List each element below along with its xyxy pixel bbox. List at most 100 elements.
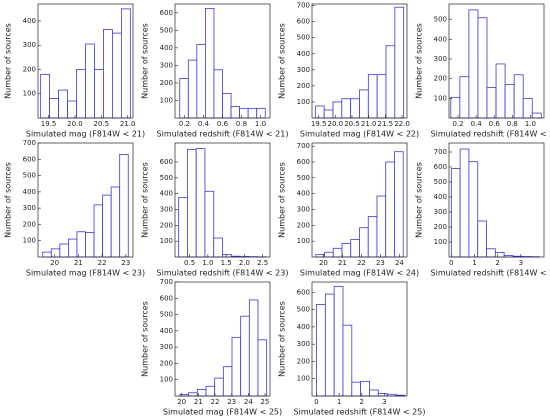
x-axis-label: Simulated mag (F814W < 22) <box>300 130 419 139</box>
bar <box>394 151 404 258</box>
bar <box>504 84 515 119</box>
y-tick-label: 700 <box>297 142 310 150</box>
x-tick-label: 22 <box>211 398 220 406</box>
bar <box>230 106 241 119</box>
y-tick-label: 300 <box>23 41 36 49</box>
plot-frame <box>37 3 134 119</box>
bar <box>459 148 470 258</box>
bar <box>213 69 223 119</box>
bar <box>85 232 95 258</box>
bar <box>385 161 395 258</box>
bar <box>477 220 487 258</box>
y-tick-label: 400 <box>160 44 173 52</box>
bar <box>477 17 488 119</box>
x-tick-label: 20 <box>177 398 186 406</box>
x-tick-label: 19.5 <box>41 120 57 128</box>
x-tick-label: 20.0 <box>328 120 344 128</box>
bar <box>222 254 232 258</box>
x-axis-label: Simulated mag (F814W < 24) <box>300 269 419 278</box>
bar <box>332 247 343 258</box>
bar <box>119 153 129 258</box>
x-tick-label: 25 <box>261 398 270 406</box>
x-tick-label: 22 <box>357 259 366 267</box>
bar <box>188 392 198 397</box>
bar <box>359 89 369 119</box>
y-tick-label: 600 <box>23 155 36 163</box>
y-tick-label: 100 <box>160 96 173 104</box>
bar <box>531 112 542 119</box>
y-tick-label: 300 <box>297 340 310 348</box>
bar <box>459 76 470 119</box>
x-tick-label: 0.5 <box>184 259 195 267</box>
y-tick-label: 400 <box>434 193 447 201</box>
y-tick-label: 300 <box>297 206 310 214</box>
plot-frame <box>311 3 408 119</box>
bar <box>68 238 78 258</box>
bar <box>178 197 188 258</box>
bar <box>76 231 86 258</box>
y-tick-label: 400 <box>297 50 310 58</box>
bar <box>42 251 52 258</box>
bar <box>110 186 121 258</box>
y-tick-label: 200 <box>297 357 310 365</box>
y-tick-label: 400 <box>434 35 447 43</box>
x-tick-label: 20 <box>50 259 59 267</box>
bar <box>102 194 112 258</box>
bar <box>85 43 95 119</box>
y-axis-label: Number of sources <box>4 23 13 99</box>
bar <box>204 7 215 119</box>
bar <box>323 109 334 119</box>
bar <box>222 366 233 397</box>
bar <box>49 98 59 119</box>
x-tick-label: 0.8 <box>236 120 247 128</box>
x-tick-label: 0.2 <box>452 120 463 128</box>
x-tick-label: 0.2 <box>179 120 190 128</box>
x-tick-label: 2 <box>360 398 364 406</box>
y-axis-label: Number of sources <box>415 23 424 99</box>
bar <box>341 243 352 258</box>
bar <box>120 8 131 119</box>
bar <box>369 389 379 397</box>
bar <box>468 9 479 119</box>
bar <box>495 63 506 119</box>
x-axis-label: Simulated mag (F814W < 23) <box>26 269 145 278</box>
y-tick-label: 700 <box>434 148 447 156</box>
y-tick-label: 100 <box>160 376 173 384</box>
plot-frame <box>448 142 545 258</box>
bar <box>486 87 497 119</box>
x-tick-label: 20.5 <box>344 120 360 128</box>
bar <box>341 98 352 119</box>
x-tick-label: 0 <box>449 259 453 267</box>
x-tick-label: 0.6 <box>217 120 229 128</box>
bar <box>257 339 268 397</box>
x-tick-label: 1 <box>472 259 476 267</box>
bar <box>94 69 104 119</box>
x-tick-label: 0.8 <box>507 120 518 128</box>
y-tick-label: 400 <box>23 17 36 25</box>
x-tick-label: 21.5 <box>378 120 394 128</box>
bar <box>103 29 113 119</box>
bar <box>222 93 232 119</box>
x-tick-label: 2.5 <box>257 259 268 267</box>
x-tick-label: 1 <box>337 398 341 406</box>
y-axis-label: Number of sources <box>4 162 13 238</box>
y-axis-label: Number of sources <box>278 301 287 377</box>
bar <box>248 299 259 397</box>
x-axis-label: Simulated mag (F814W < 25) <box>163 408 282 416</box>
x-tick-label: 3 <box>382 398 386 406</box>
x-tick-label: 24 <box>395 259 404 267</box>
x-axis-label: Simulated redshift (F814W < 25) <box>294 408 426 416</box>
y-tick-label: 200 <box>434 223 447 231</box>
y-tick-label: 500 <box>434 16 447 24</box>
plot-frame <box>174 281 271 397</box>
y-tick-label: 500 <box>434 178 447 186</box>
y-tick-label: 500 <box>297 34 310 42</box>
bar <box>205 385 216 397</box>
bar <box>256 107 266 119</box>
x-tick-label: 3 <box>519 259 523 267</box>
x-tick-label: 20 <box>319 259 328 267</box>
y-tick-label: 500 <box>297 306 310 314</box>
bar <box>76 69 86 119</box>
plot-frame <box>311 281 408 397</box>
